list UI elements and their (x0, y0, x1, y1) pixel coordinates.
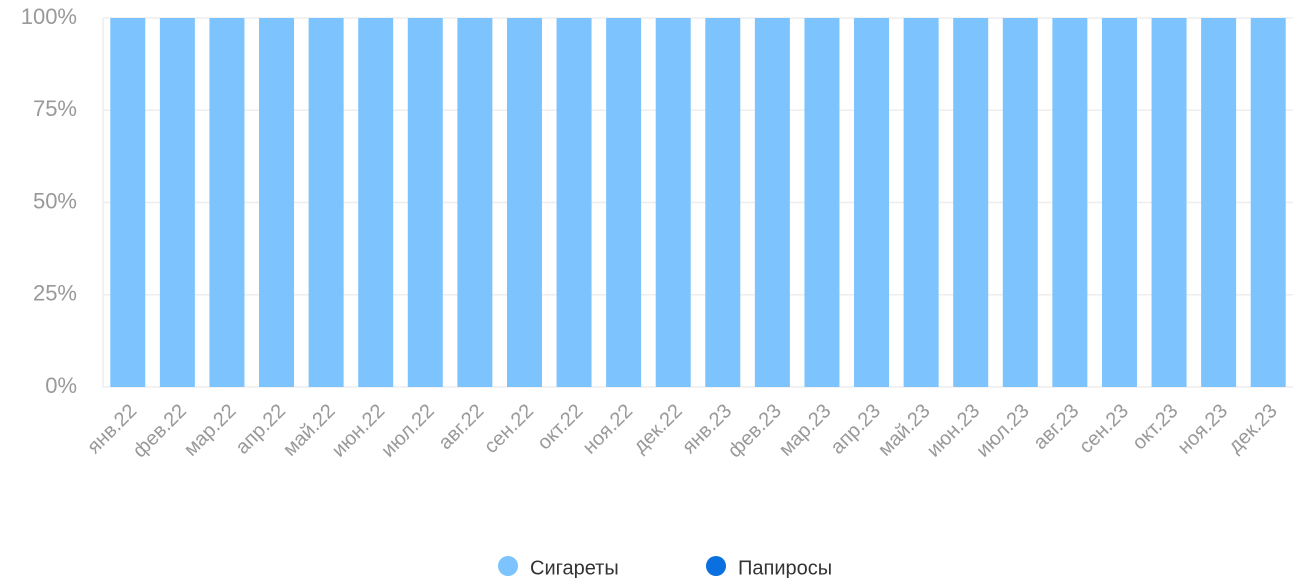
x-tick-label: дек.22 (629, 400, 687, 458)
bar (655, 18, 691, 387)
x-tick-label: авг.23 (1029, 400, 1083, 454)
bar (854, 18, 890, 387)
legend-swatch (706, 556, 726, 576)
x-tick-label: авг.22 (434, 400, 488, 454)
x-tick-label: дек.23 (1224, 400, 1282, 458)
bar (1101, 18, 1137, 387)
bar (407, 18, 443, 387)
bar (953, 18, 989, 387)
x-tick-label: июн.23 (923, 400, 985, 462)
bar (110, 18, 146, 387)
x-tick-label: ноя.22 (579, 400, 638, 459)
x-tick-label: июн.22 (328, 400, 390, 462)
bar (1002, 18, 1038, 387)
y-tick-label: 50% (33, 188, 77, 213)
x-tick-label: фев.23 (724, 400, 786, 462)
legend-swatch (498, 556, 518, 576)
legend-label: Сигареты (530, 557, 619, 578)
x-tick-label: июл.22 (377, 400, 439, 462)
bar (606, 18, 642, 387)
bar (754, 18, 790, 387)
bar (209, 18, 245, 387)
x-tick-label: мар.22 (180, 400, 241, 461)
x-tick-label: окт.23 (1128, 400, 1182, 454)
bar (159, 18, 195, 387)
y-tick-label: 25% (33, 281, 77, 306)
y-tick-label: 0% (45, 373, 77, 398)
bar (1250, 18, 1286, 387)
x-tick-label: апр.22 (231, 400, 290, 459)
x-tick-label: сен.23 (1075, 400, 1133, 458)
bar (556, 18, 592, 387)
bar (1052, 18, 1088, 387)
bar (259, 18, 295, 387)
x-tick-label: сен.22 (480, 400, 538, 458)
bar (358, 18, 394, 387)
x-tick-label: май.22 (279, 400, 340, 461)
bar (1201, 18, 1237, 387)
y-tick-label: 75% (33, 96, 77, 121)
bar (308, 18, 344, 387)
bar (457, 18, 493, 387)
legend-label: Папиросы (738, 557, 832, 578)
x-tick-label: окт.22 (533, 400, 587, 454)
bar (903, 18, 939, 387)
x-tick-label: мар.23 (775, 400, 836, 461)
bar (804, 18, 840, 387)
bar (506, 18, 542, 387)
y-tick-label: 100% (21, 4, 77, 29)
x-tick-label: апр.23 (826, 400, 885, 459)
bar (705, 18, 741, 387)
bar (1151, 18, 1187, 387)
x-tick-label: фев.22 (129, 400, 191, 462)
x-tick-label: май.23 (874, 400, 935, 461)
x-tick-label: ноя.23 (1174, 400, 1233, 459)
x-tick-label: июл.23 (972, 400, 1034, 462)
